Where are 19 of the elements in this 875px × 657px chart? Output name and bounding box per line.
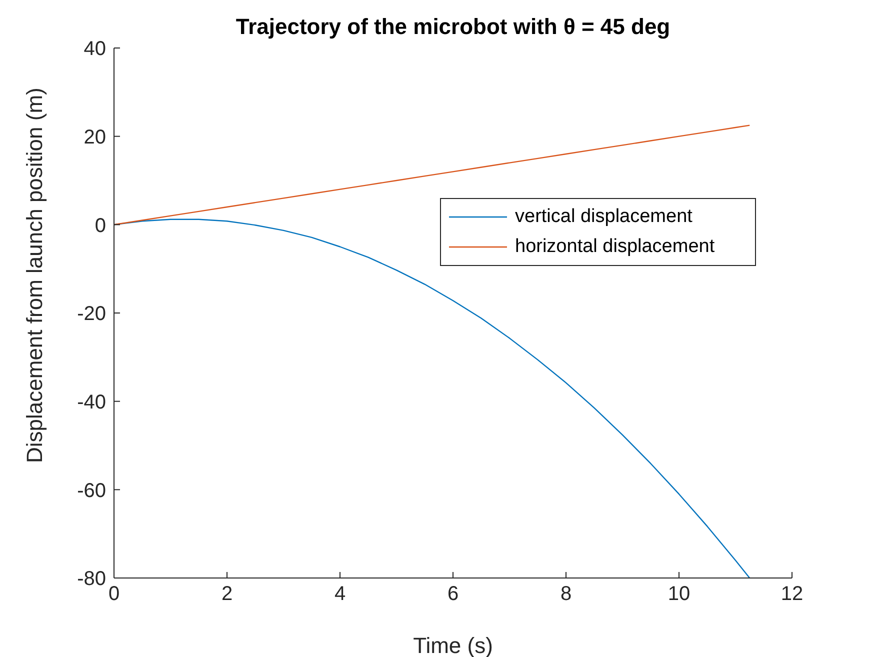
y-tick-label: -40 (77, 391, 106, 414)
y-tick-label: 0 (94, 214, 106, 237)
y-tick-label: -80 (77, 568, 106, 590)
y-tick-label: -60 (77, 480, 106, 502)
x-tick-label: 4 (334, 583, 346, 606)
x-tick-label: 2 (221, 583, 233, 606)
legend-label: horizontal displacement (515, 236, 715, 258)
x-tick-label: 0 (108, 583, 120, 606)
x-tick-label: 6 (447, 583, 459, 606)
chart-title: Trajectory of the microbot with θ = 45 deg (234, 14, 672, 40)
line-series (114, 124, 750, 226)
y-tick-label: -20 (77, 303, 106, 326)
x-tick-label: 12 (780, 583, 804, 606)
legend-label: vertical displacement (515, 206, 692, 228)
y-tick-label: 20 (84, 126, 106, 148)
y-axis-title: Displacement from launch position (m) (22, 88, 47, 463)
x-tick-label: 8 (560, 583, 572, 606)
x-tick-label: 10 (668, 583, 690, 606)
y-tick-label: 40 (84, 38, 106, 60)
